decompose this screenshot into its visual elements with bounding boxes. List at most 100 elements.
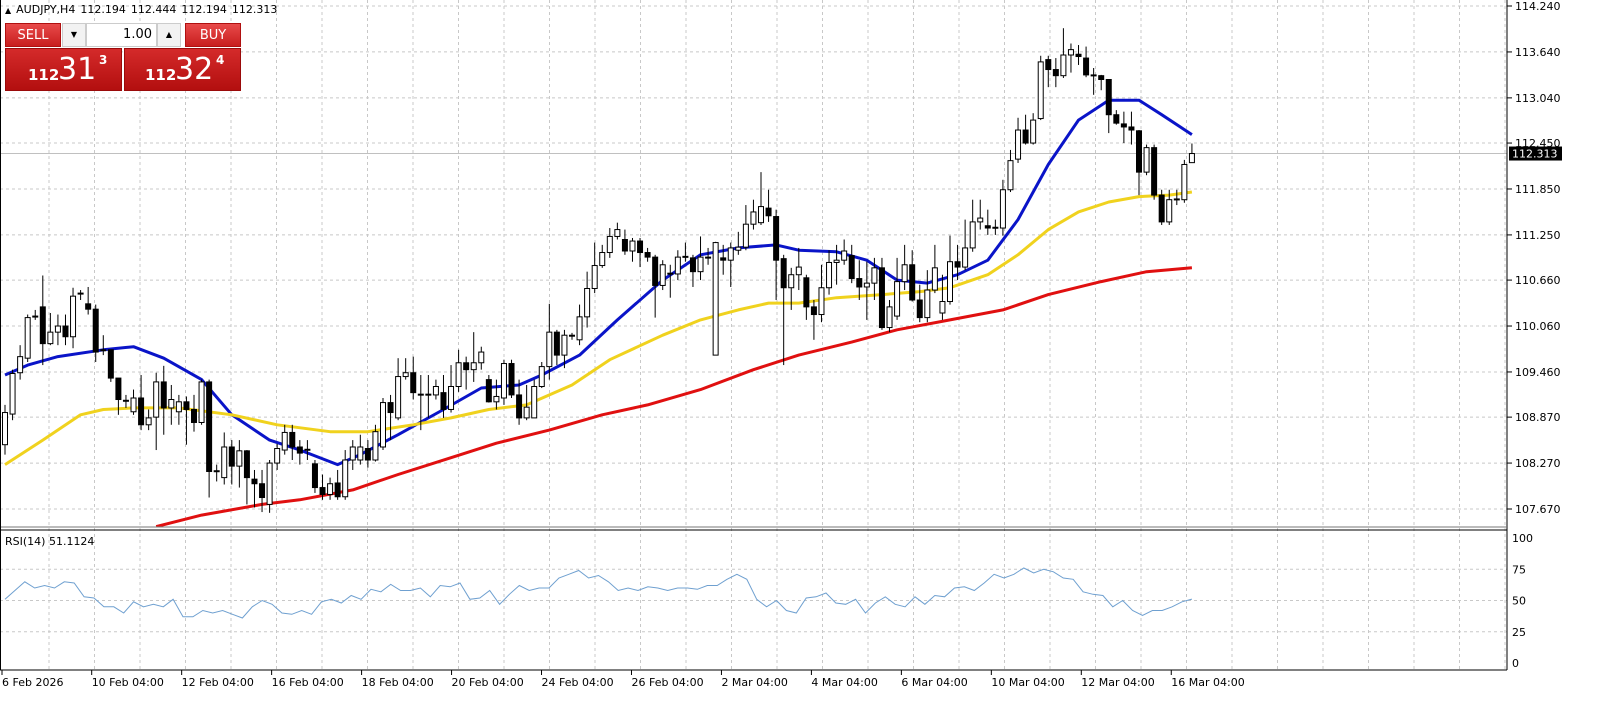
candle: [1015, 117, 1022, 163]
candle: [266, 460, 273, 513]
candle: [107, 349, 114, 382]
candle-body-bull: [569, 334, 575, 337]
candle-body-bull: [712, 242, 719, 356]
price-axis-label: 111.850: [1515, 183, 1561, 196]
candle: [47, 313, 54, 346]
candle-body-bull: [833, 259, 840, 263]
candle: [160, 365, 167, 435]
candle-body-bull: [1037, 61, 1044, 120]
candle-body-bull: [130, 397, 137, 413]
candle-body-bear: [1083, 57, 1090, 76]
price-axis-label: 113.040: [1515, 92, 1561, 105]
lot-increase-icon[interactable]: ▲: [157, 23, 181, 47]
time-axis-label: 6 Feb 2026: [2, 676, 63, 689]
candle-body-bull: [357, 446, 364, 461]
candle-body-bull: [1166, 199, 1173, 223]
candle-body-bear: [251, 478, 258, 485]
candle: [954, 244, 961, 281]
candle: [349, 440, 356, 470]
candle-body-bull: [455, 362, 462, 388]
time-axis-label: 6 Mar 04:00: [901, 676, 967, 689]
candle-body-bull: [682, 255, 689, 258]
low-value: 112.194: [181, 3, 227, 16]
sell-price-button[interactable]: 112 31 3: [5, 48, 122, 91]
candle: [115, 377, 122, 415]
symbol-timeframe: AUDJPY,H4: [16, 3, 76, 16]
lot-decrease-icon[interactable]: ▼: [62, 23, 86, 47]
candle: [584, 271, 591, 328]
candle-body-bear: [213, 470, 220, 473]
candle-body-bear: [984, 225, 991, 229]
candle-body-bull: [750, 211, 757, 225]
candle-body-bear: [1105, 78, 1112, 116]
candle: [485, 375, 492, 403]
candle-body-bull: [1007, 160, 1014, 191]
candle: [9, 369, 16, 421]
candle: [765, 189, 772, 222]
candle-body-bull: [402, 372, 409, 378]
candle: [228, 440, 235, 485]
candle: [697, 236, 704, 281]
candle-body-bull: [841, 250, 848, 261]
candle-body-bull: [735, 246, 742, 251]
candle-body-bear: [191, 408, 197, 423]
candle: [803, 274, 810, 320]
candle: [85, 286, 92, 315]
candle-body-bear: [508, 363, 515, 396]
candle-body-bull: [962, 247, 969, 268]
candle: [153, 372, 160, 451]
buy-price-pips: 32: [175, 52, 214, 87]
candle: [546, 303, 553, 380]
candle-body-bull: [32, 315, 39, 318]
candle: [17, 345, 24, 380]
candle-body-bull: [304, 448, 311, 451]
candle: [516, 379, 523, 425]
candle: [659, 260, 666, 291]
candle-body-bear: [1158, 194, 1165, 223]
candle-body-bull: [470, 362, 477, 371]
candle-body-bull: [697, 256, 704, 273]
candle-body-bull: [871, 267, 878, 284]
rsi-line: [4, 567, 1193, 619]
candle: [1158, 189, 1165, 225]
candle: [810, 299, 817, 340]
candle-body-bear: [637, 240, 644, 254]
candle-body-bear: [1136, 130, 1142, 173]
candle-body-bull: [591, 265, 598, 290]
candle: [924, 270, 931, 323]
candle-body-bear: [652, 256, 659, 286]
rsi-pane: [4, 567, 1193, 619]
candle-body-bear: [803, 277, 810, 308]
candle: [591, 242, 598, 294]
candle: [54, 314, 61, 346]
buy-price-button[interactable]: 112 32 4: [124, 48, 241, 91]
rsi-axis-label: 75: [1512, 563, 1526, 576]
candle: [916, 284, 923, 323]
candle: [32, 309, 39, 320]
candle-body-bull: [236, 450, 243, 467]
candle: [1188, 143, 1195, 164]
candle: [1060, 28, 1067, 78]
open-value: 112.194: [80, 3, 126, 16]
candle-body-bear: [425, 393, 432, 396]
candle-body-bear: [410, 372, 417, 394]
candle: [2, 404, 8, 455]
candle: [100, 335, 107, 356]
candle-body-bull: [584, 288, 591, 318]
candle: [863, 261, 870, 320]
candle-body-bull: [380, 402, 386, 448]
candle: [1151, 144, 1158, 200]
main-pane: [0, 28, 1507, 527]
sell-price-pips: 31: [58, 52, 97, 87]
candle: [523, 384, 530, 421]
sell-button[interactable]: SELL: [5, 23, 61, 47]
sell-price-fraction: 3: [99, 53, 108, 67]
triangle-up-icon[interactable]: ▲: [5, 6, 12, 15]
candle: [39, 275, 46, 366]
candle: [478, 346, 485, 370]
buy-button[interactable]: BUY: [185, 23, 241, 47]
candle: [1037, 55, 1044, 121]
lot-size-input[interactable]: 1.00: [86, 23, 157, 47]
candle-body-bear: [848, 255, 855, 280]
